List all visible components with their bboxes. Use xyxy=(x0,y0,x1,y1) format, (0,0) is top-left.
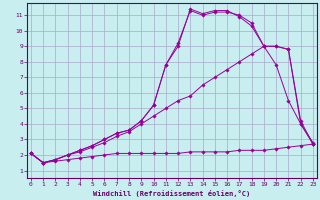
X-axis label: Windchill (Refroidissement éolien,°C): Windchill (Refroidissement éolien,°C) xyxy=(93,190,251,197)
